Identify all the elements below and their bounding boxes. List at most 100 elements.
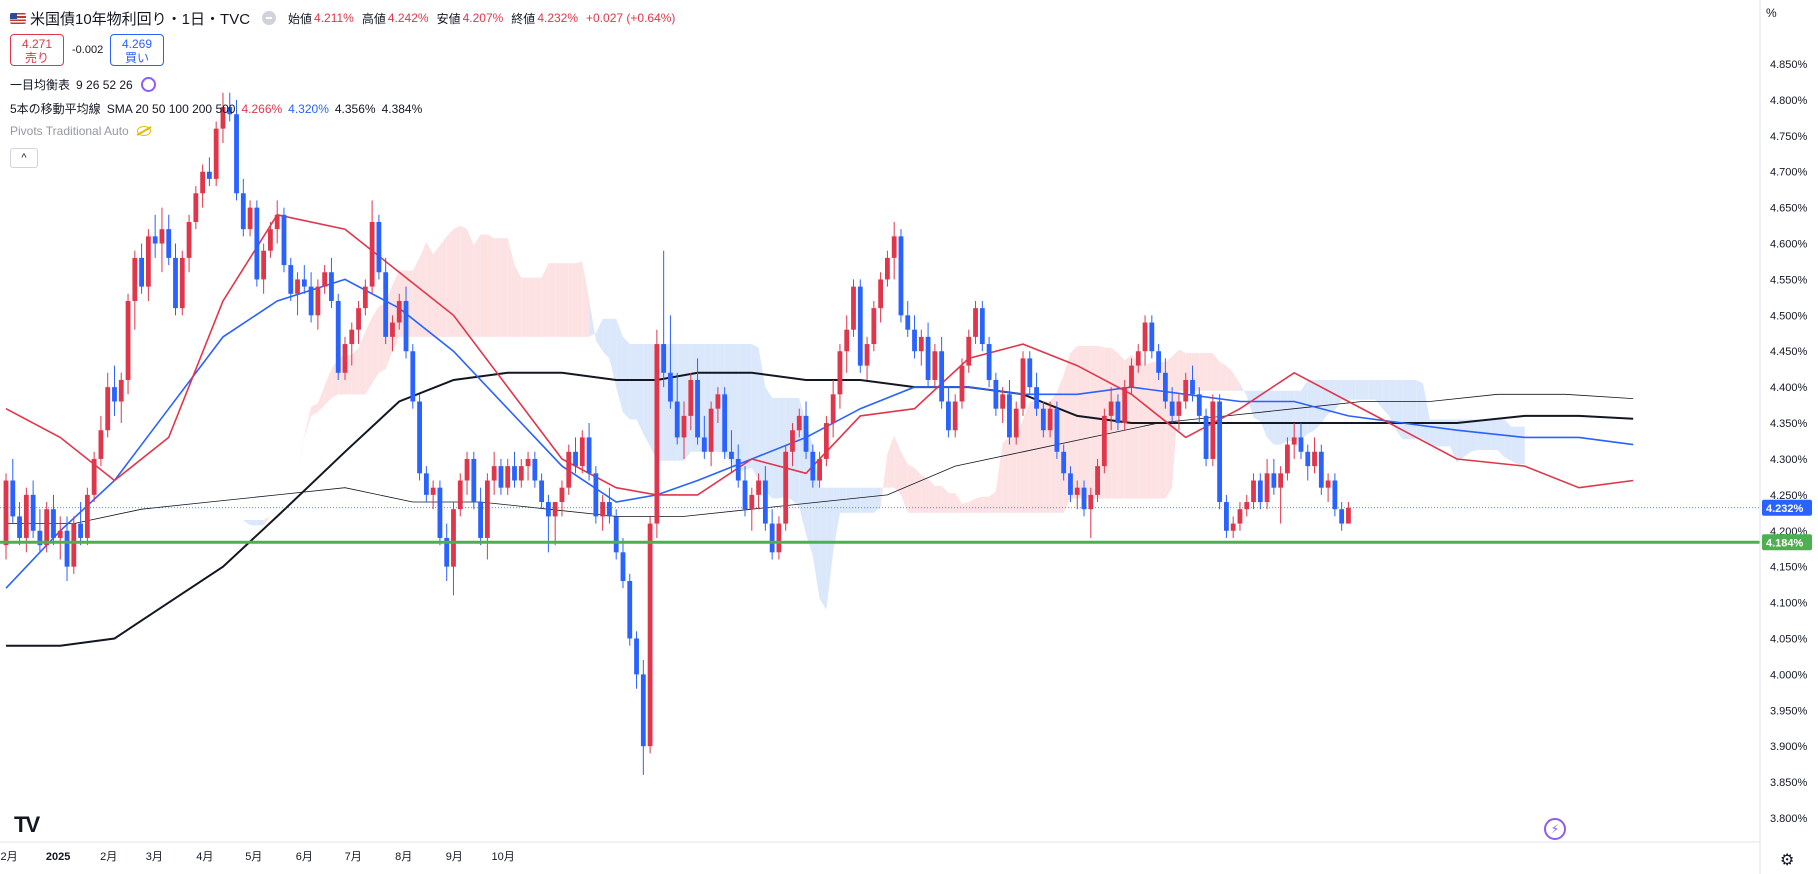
candle-body <box>247 207 253 230</box>
candle <box>362 279 368 316</box>
current-price-bg <box>1762 499 1812 516</box>
candle-body <box>640 674 646 747</box>
candle-body <box>681 415 687 438</box>
candle-body <box>1095 466 1100 495</box>
kumo-segment <box>1199 353 1207 391</box>
support-price-label: 4.184% <box>1766 537 1804 549</box>
indicator-pivots[interactable]: Pivots Traditional Auto <box>10 124 151 138</box>
candle-body <box>91 458 97 495</box>
kumo-segment <box>921 475 929 513</box>
ichimoku-name: 一目均衡表 <box>10 78 71 92</box>
candle-body <box>722 394 728 452</box>
candle-body <box>742 480 748 510</box>
candle-body <box>871 308 877 345</box>
candle-body <box>98 430 104 459</box>
kumo-segment <box>738 344 746 472</box>
sma-params: SMA 20 50 100 200 500 <box>106 101 236 116</box>
y-tick-label: 4.800% <box>1770 95 1808 107</box>
candle <box>376 214 382 280</box>
candle <box>1298 423 1304 459</box>
candle <box>301 265 307 294</box>
kumo-segment <box>507 238 515 337</box>
kumo-segment <box>1348 379 1356 400</box>
candle <box>220 92 226 143</box>
y-tick-label: 4.700% <box>1770 167 1808 179</box>
indicator-sma[interactable]: 5本の移動平均線 SMA 20 50 100 200 500 4.266% 4.… <box>10 100 422 117</box>
ohlc-low-label: 安値 <box>436 11 461 26</box>
candle <box>1054 401 1060 459</box>
candle <box>898 229 904 323</box>
kumo-segment <box>1463 419 1471 458</box>
candle <box>654 329 660 538</box>
candle-body <box>810 451 816 481</box>
kumo-segment <box>1436 419 1444 447</box>
candle <box>383 257 389 345</box>
gear-icon[interactable]: ⚙ <box>1780 852 1795 869</box>
bolt-icon[interactable]: ⚡ <box>1544 818 1566 840</box>
candle-body <box>769 523 775 553</box>
kumo-segment <box>1511 426 1518 465</box>
candle-body <box>864 344 870 366</box>
kumo-segment <box>297 435 305 474</box>
market-status-icon[interactable] <box>262 11 277 25</box>
candle-body <box>1264 473 1270 503</box>
candle <box>179 250 185 316</box>
candle-body <box>1332 480 1338 510</box>
unit-button[interactable]: % <box>1766 6 1777 20</box>
spread-value: -0.002 <box>72 44 104 56</box>
candle <box>1325 473 1331 503</box>
tradingview-logo[interactable]: TV <box>14 812 40 837</box>
kumo-segment <box>304 406 312 438</box>
candle-body <box>613 516 619 553</box>
candle-body <box>891 236 897 258</box>
candle <box>91 451 97 503</box>
candle <box>1034 372 1039 416</box>
candle <box>1278 466 1284 524</box>
buy-button[interactable]: 4.269 買い <box>110 34 164 66</box>
candle-body <box>84 494 90 538</box>
kumo-segment <box>887 435 895 488</box>
candle <box>573 437 578 474</box>
candle <box>125 293 131 395</box>
candle <box>1217 394 1223 510</box>
candle-body <box>376 221 382 273</box>
candle-body <box>1007 394 1012 438</box>
candle-body <box>1196 394 1202 416</box>
kumo-segment <box>1423 383 1430 445</box>
refresh-icon[interactable] <box>140 77 156 92</box>
candle-body <box>410 351 416 402</box>
kumo-segment <box>1416 379 1424 440</box>
candle <box>234 99 239 201</box>
candle <box>10 458 16 524</box>
x-tick-label: 7月 <box>345 851 362 863</box>
candle-body <box>37 530 43 546</box>
support-price-tag: 4.184% <box>1762 534 1812 551</box>
eye-hidden-icon[interactable] <box>136 126 151 136</box>
candle-body <box>729 451 734 459</box>
kumo-segment <box>955 493 962 513</box>
kumo-segment <box>1484 419 1491 450</box>
candle-body <box>484 480 490 538</box>
kumo-segment <box>1300 379 1308 440</box>
candle <box>200 164 206 208</box>
kumo-segment <box>446 229 454 337</box>
kumo-segment <box>914 467 922 513</box>
kumo-segment <box>1239 383 1247 397</box>
kumo-segment <box>182 509 190 517</box>
sell-button[interactable]: 4.271 売り <box>10 34 64 66</box>
collapse-legend-button[interactable]: ^ <box>10 148 38 168</box>
candle-body <box>498 466 504 488</box>
symbol-title[interactable]: 米国債10年物利回り・1日・TVC <box>30 10 251 28</box>
candle-body <box>1169 401 1175 416</box>
candle <box>437 480 443 546</box>
candle-body <box>579 437 585 467</box>
candle-body <box>240 193 246 230</box>
kumo-segment <box>1273 390 1281 445</box>
candle-body <box>207 171 212 179</box>
kumo-segment <box>1328 379 1335 415</box>
indicator-ichimoku[interactable]: 一目均衡表 9 26 52 26 <box>10 76 156 93</box>
kumo-segment <box>1246 390 1254 418</box>
candle-body <box>1142 322 1148 352</box>
candle <box>193 186 199 230</box>
